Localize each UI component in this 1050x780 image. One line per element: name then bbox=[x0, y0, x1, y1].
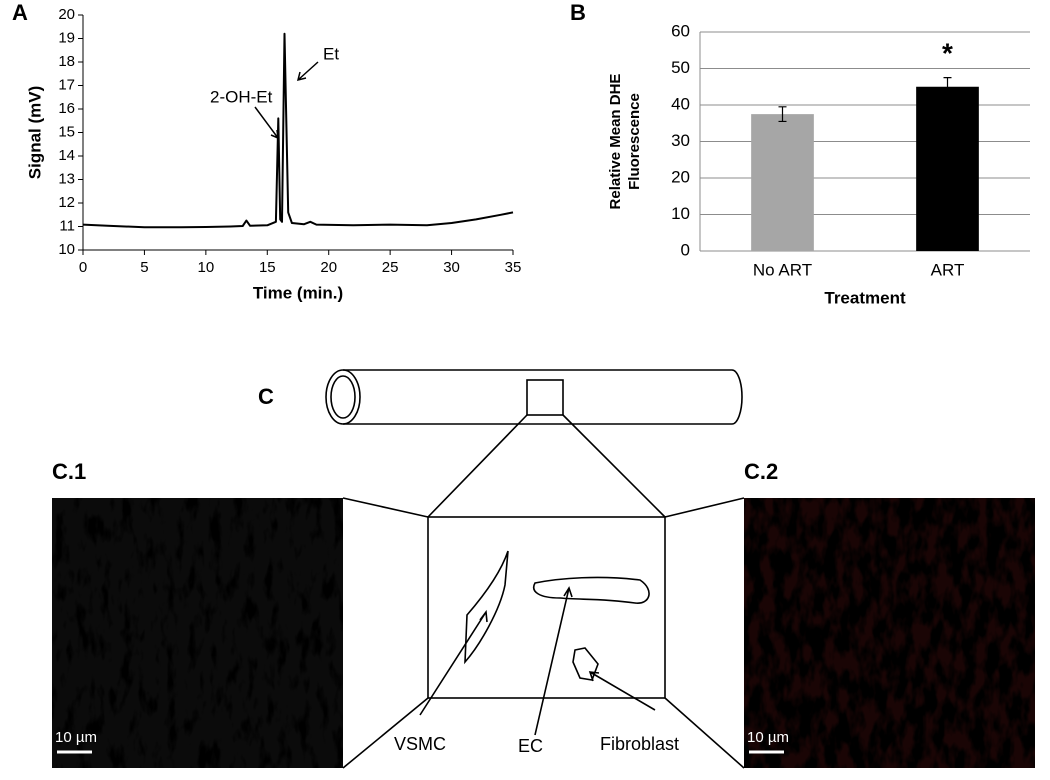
significance-marker: * bbox=[942, 37, 953, 68]
micrograph-1-signal bbox=[52, 498, 343, 768]
x-tick-label: 35 bbox=[505, 259, 522, 276]
link-line bbox=[664, 497, 745, 518]
arrow bbox=[588, 671, 656, 711]
link-line bbox=[342, 497, 429, 518]
link-line bbox=[342, 697, 429, 769]
x-tick-label: 25 bbox=[382, 259, 399, 276]
vsmc-cell bbox=[464, 550, 509, 665]
annotation: Et bbox=[323, 44, 339, 63]
arrow bbox=[419, 609, 488, 716]
cell-label: Fibroblast bbox=[600, 734, 679, 754]
cell-label: EC bbox=[518, 736, 543, 756]
x-axis-label: Time (min.) bbox=[253, 283, 343, 302]
micrograph-2-signal bbox=[744, 498, 1035, 768]
x-tick-label: 20 bbox=[320, 259, 337, 276]
y-tick-label: 18 bbox=[58, 53, 75, 70]
x-tick-label: No ART bbox=[753, 260, 812, 279]
vessel-end bbox=[325, 369, 361, 425]
bar bbox=[751, 114, 814, 251]
annotation-arrow bbox=[254, 106, 279, 140]
charts: A 10 11 12 13 14 15 16 17 18 19 20 0 5 10 15 20 25 30 35 Tim… bbox=[12, 0, 1030, 307]
link-line bbox=[664, 697, 745, 769]
panel-label: C bbox=[258, 384, 274, 409]
y-tick-label: 19 bbox=[58, 29, 75, 46]
arrow bbox=[534, 586, 573, 736]
zoom-box bbox=[526, 379, 564, 416]
y-tick-label: 50 bbox=[671, 58, 690, 77]
scale-label: 10 µm bbox=[55, 729, 97, 746]
x-tick-label: ART bbox=[931, 260, 965, 279]
y-tick-label: 0 bbox=[681, 240, 690, 259]
zoom-view bbox=[427, 516, 666, 699]
y-axis-label: Signal (mV) bbox=[25, 86, 44, 180]
error-bar bbox=[778, 106, 787, 123]
zoom-line bbox=[427, 414, 528, 518]
y-axis-label: Relative Mean DHE bbox=[607, 74, 624, 210]
panel-label: C.1 bbox=[52, 459, 86, 484]
x-tick-label: 15 bbox=[259, 259, 276, 276]
vessel-lumen bbox=[330, 375, 356, 419]
y-axis-label: Fluorescence bbox=[626, 93, 643, 190]
y-tick-label: 15 bbox=[58, 123, 75, 140]
x-tick-label: 10 bbox=[198, 259, 215, 276]
y-tick-label: 20 bbox=[58, 6, 75, 23]
x-tick-label: 5 bbox=[140, 259, 148, 276]
ec-cell bbox=[533, 576, 650, 604]
y-tick-label: 11 bbox=[59, 217, 75, 234]
error-bar bbox=[943, 77, 952, 97]
y-tick-label: 13 bbox=[58, 170, 75, 187]
y-tick-label: 40 bbox=[671, 94, 690, 113]
x-axis-label: Treatment bbox=[824, 288, 906, 307]
y-tick-label: 10 bbox=[58, 241, 75, 258]
y-tick-label: 60 bbox=[671, 21, 690, 40]
y-tick-label: 14 bbox=[58, 147, 75, 164]
diagram bbox=[325, 369, 745, 769]
y-tick-label: 12 bbox=[58, 194, 75, 211]
y-tick-label: 30 bbox=[671, 131, 690, 150]
x-tick-label: 30 bbox=[443, 259, 460, 276]
panel-label: B bbox=[570, 0, 586, 25]
panel-label: C.2 bbox=[744, 459, 778, 484]
vessel bbox=[343, 369, 743, 425]
signal-line bbox=[82, 32, 514, 229]
y-tick-label: 17 bbox=[58, 76, 75, 93]
bar bbox=[916, 86, 979, 251]
zoom-line bbox=[562, 414, 666, 518]
annotation: 2-OH-Et bbox=[210, 87, 273, 106]
y-tick-label: 16 bbox=[58, 100, 75, 117]
y-tick-label: 10 bbox=[671, 204, 690, 223]
scale-label: 10 µm bbox=[747, 729, 789, 746]
annotation-arrow bbox=[296, 61, 319, 82]
y-tick-label: 20 bbox=[671, 167, 690, 186]
panel-label: A bbox=[12, 0, 28, 25]
cell-label: VSMC bbox=[394, 734, 446, 754]
x-tick-label: 0 bbox=[79, 259, 87, 276]
